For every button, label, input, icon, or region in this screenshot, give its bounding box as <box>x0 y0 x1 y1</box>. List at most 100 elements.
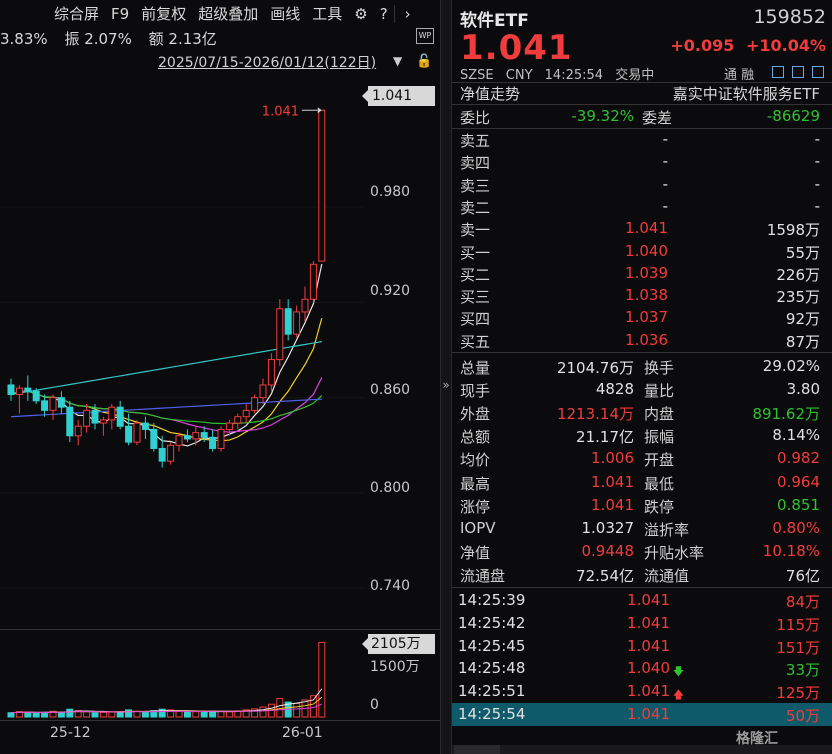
ask-row[interactable]: 卖一 1.041 1598万 <box>452 218 832 240</box>
candle-body[interactable] <box>125 425 133 443</box>
window-icon[interactable] <box>772 66 784 78</box>
toolbar-tools[interactable]: 工具 <box>312 5 343 23</box>
volume-bar[interactable] <box>91 712 99 718</box>
volume-bar[interactable] <box>141 711 149 718</box>
volume-bar[interactable] <box>225 711 233 718</box>
tick-row[interactable]: 14:25:45 1.041 151万 <box>452 635 832 658</box>
tick-row[interactable]: 14:25:39 1.041 84万 <box>452 589 832 612</box>
candle-body[interactable] <box>32 390 40 402</box>
candle-body[interactable] <box>225 422 233 430</box>
wp-icon[interactable]: WP <box>416 28 434 44</box>
candle-body[interactable] <box>150 428 158 449</box>
volume-bar[interactable] <box>259 706 267 718</box>
candle-body[interactable] <box>49 397 57 411</box>
volume-bar[interactable] <box>66 708 74 718</box>
candle-body[interactable] <box>309 263 317 300</box>
volume-bar[interactable] <box>125 709 133 718</box>
bid-row[interactable]: 买四 1.037 92万 <box>452 307 832 329</box>
candle-body[interactable] <box>175 435 183 446</box>
lock-icon[interactable]: 🔓 <box>416 54 433 69</box>
candle-body[interactable] <box>141 422 149 430</box>
bid-row[interactable]: 买一 1.040 55万 <box>452 241 832 263</box>
bid-row[interactable]: 买五 1.036 87万 <box>452 330 832 352</box>
volume-bar[interactable] <box>175 710 183 718</box>
tab[interactable] <box>454 745 500 754</box>
candle-body[interactable] <box>200 432 208 438</box>
volume-bar[interactable] <box>24 711 32 718</box>
candle-body[interactable] <box>251 397 259 411</box>
candle-body[interactable] <box>209 436 217 449</box>
gear-icon[interactable]: ⚙ <box>354 5 368 23</box>
volume-chart[interactable] <box>0 631 364 719</box>
volume-bar[interactable] <box>15 711 23 718</box>
ask-row[interactable]: 卖四 - - <box>452 151 832 173</box>
toolbar-composite[interactable]: 综合屏 <box>54 5 100 23</box>
tick-row[interactable]: 14:25:51 1.041 🡅 125万 <box>452 680 832 703</box>
candle-body[interactable] <box>66 406 74 437</box>
candle-body[interactable] <box>15 387 23 395</box>
volume-bar[interactable] <box>57 711 65 718</box>
collapse-arrow-icon[interactable]: » <box>442 378 450 392</box>
volume-bar[interactable] <box>7 712 15 718</box>
bid-row[interactable]: 买三 1.038 235万 <box>452 285 832 307</box>
volume-bar[interactable] <box>41 711 49 718</box>
candle-body[interactable] <box>133 422 141 443</box>
window-icon[interactable] <box>792 66 804 78</box>
candle-body[interactable] <box>242 409 250 418</box>
date-range-selector[interactable]: 2025/07/15-2026/01/12(122日) <box>158 55 377 71</box>
candle-body[interactable] <box>192 432 200 440</box>
volume-bar[interactable] <box>251 708 259 718</box>
volume-bar[interactable] <box>183 711 191 718</box>
candle-body[interactable] <box>217 428 225 449</box>
candle-body[interactable] <box>83 409 91 427</box>
candle-body[interactable] <box>7 384 15 395</box>
candle-body[interactable] <box>57 397 65 408</box>
candle-body[interactable] <box>167 444 175 462</box>
ask-row[interactable]: 卖二 - - <box>452 196 832 218</box>
toolbar-forward-adjust[interactable]: 前复权 <box>141 5 187 23</box>
volume-bar[interactable] <box>318 641 326 718</box>
ask-row[interactable]: 卖五 - - <box>452 129 832 151</box>
candle-body[interactable] <box>108 406 116 421</box>
candle-body[interactable] <box>234 416 242 424</box>
volume-bar[interactable] <box>158 708 166 718</box>
nav-trend-link[interactable]: 净值走势 <box>460 85 521 103</box>
volume-bar[interactable] <box>276 698 284 718</box>
bid-row[interactable]: 买二 1.039 226万 <box>452 263 832 285</box>
candle-body[interactable] <box>24 387 32 392</box>
candle-body[interactable] <box>259 384 267 399</box>
pane-splitter[interactable] <box>440 0 452 754</box>
candle-body[interactable] <box>116 406 124 427</box>
candle-body[interactable] <box>41 400 49 411</box>
toolbar-super-overlay[interactable]: 超级叠加 <box>198 5 259 23</box>
candle-body[interactable] <box>284 308 292 335</box>
candle-body[interactable] <box>158 447 166 462</box>
candle-body[interactable] <box>293 311 301 335</box>
candle-body[interactable] <box>183 435 191 440</box>
help-icon[interactable]: ? <box>379 5 388 23</box>
candle-body[interactable] <box>318 109 326 262</box>
volume-bar[interactable] <box>108 711 116 718</box>
kline-chart[interactable]: 1.041 <box>0 84 364 624</box>
tick-row[interactable]: 14:25:54 1.041 50万 <box>452 703 832 726</box>
volume-bar[interactable] <box>242 709 250 718</box>
volume-bar[interactable] <box>32 712 40 718</box>
toolbar-draw-line[interactable]: 画线 <box>270 5 301 23</box>
volume-bar[interactable] <box>49 710 57 718</box>
candle-body[interactable] <box>301 298 309 313</box>
chevron-right-icon[interactable]: › <box>404 5 411 23</box>
candle-body[interactable] <box>276 308 284 361</box>
volume-bar[interactable] <box>99 711 107 718</box>
volume-bar[interactable] <box>200 711 208 718</box>
caret-down-icon[interactable]: ▼ <box>393 54 403 68</box>
ask-row[interactable]: 卖三 - - <box>452 174 832 196</box>
volume-bar[interactable] <box>192 711 200 718</box>
candle-body[interactable] <box>91 409 99 424</box>
volume-bar[interactable] <box>167 709 175 718</box>
tick-row[interactable]: 14:25:42 1.041 115万 <box>452 612 832 635</box>
volume-bar[interactable] <box>293 703 301 718</box>
candle-body[interactable] <box>74 425 82 437</box>
toolbar-f9[interactable]: F9 <box>111 5 130 23</box>
window-icon[interactable] <box>812 66 824 78</box>
volume-bar[interactable] <box>83 711 91 718</box>
